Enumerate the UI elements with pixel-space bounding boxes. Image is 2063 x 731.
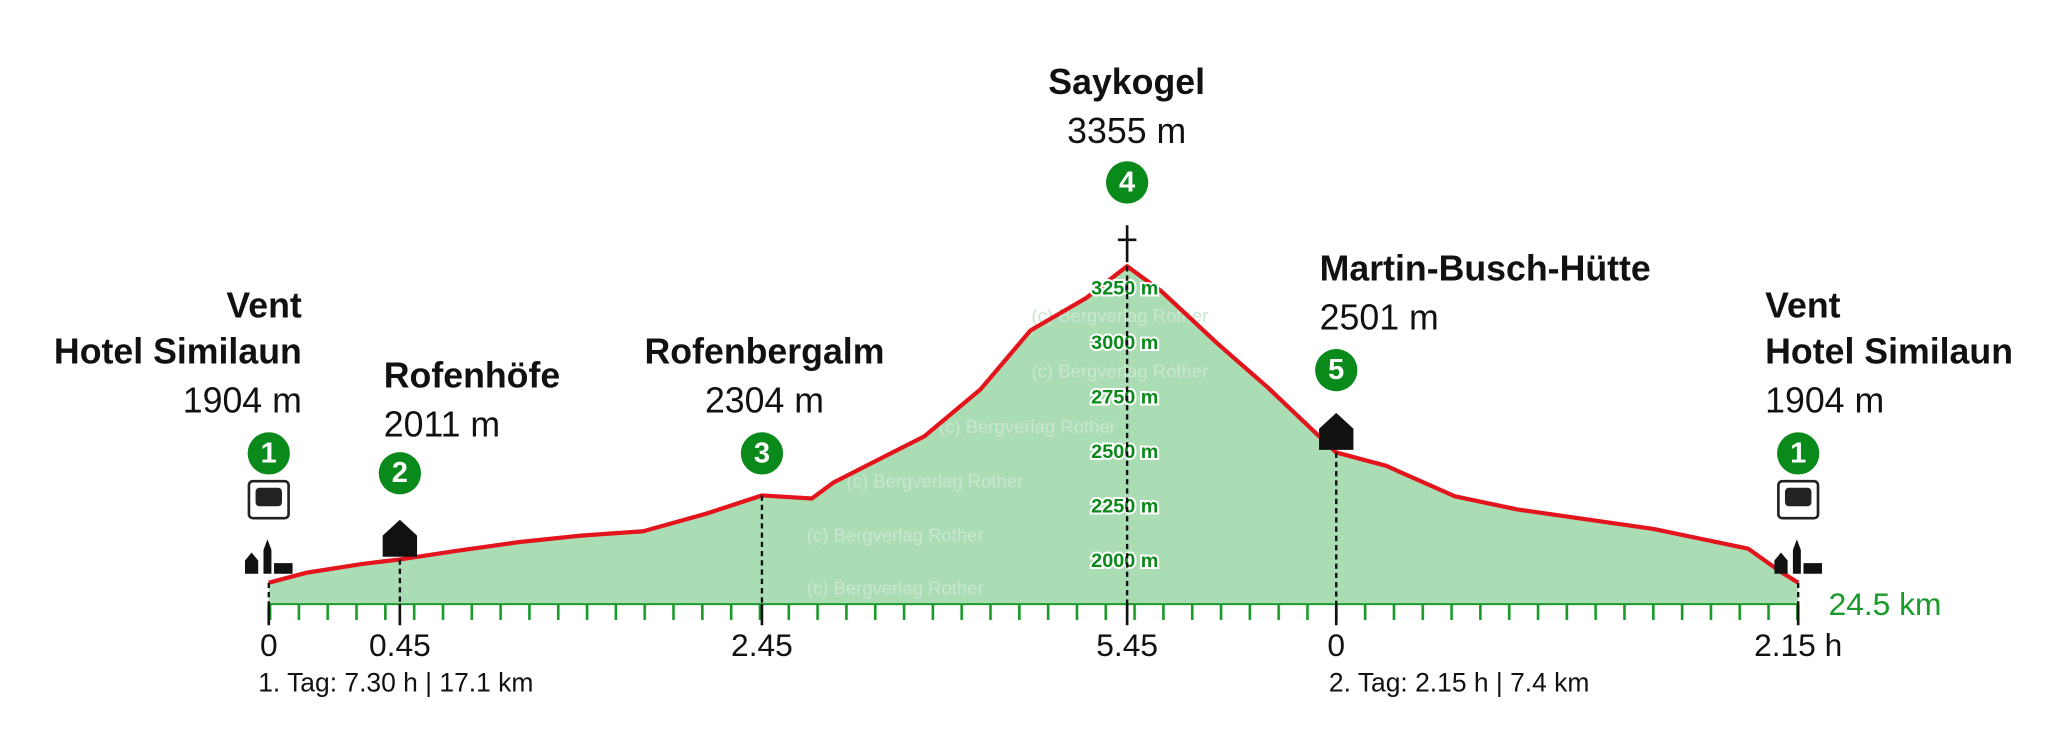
x-tick-label: 5.45 [1096,627,1158,663]
watermark: (c) Bergverlag Rother [846,470,1023,491]
x-tick-label: 0 [260,627,278,663]
waypoint-badge [247,432,290,475]
waypoint-number: 2 [392,457,408,489]
waypoint-number: 4 [1119,166,1136,198]
x-tick-label: 2.45 [731,627,793,663]
hut-icon [1319,412,1354,450]
waypoint-name: Hotel Similaun [54,332,302,372]
minor-ticks [268,604,1799,620]
bus-icon [255,487,282,507]
y-tick-label: 3250 m [1091,277,1158,299]
watermark: (c) Bergverlag Rother [1031,305,1208,326]
waypoint-badge [1777,432,1820,475]
waypoint-badge [1105,161,1149,204]
waypoint-name: Rofenbergalm [645,332,885,372]
waypoint-elevation: 1904 m [1765,381,1884,421]
y-tick-label: 2000 m [1091,550,1158,572]
y-tick-label: 2500 m [1091,441,1158,463]
waypoint-elevation: 3355 m [1067,111,1186,151]
day-label: 2. Tag: 2.15 h | 7.4 km [1329,668,1589,698]
distance-label: 24.5 km [1829,586,1942,622]
waypoint-badge [378,452,422,495]
waypoint-elevation: 2304 m [705,381,824,421]
waypoint-number: 5 [1328,354,1344,386]
watermark: (c) Bergverlag Rother [807,525,984,546]
waypoint-number: 1 [261,437,277,469]
waypoint-name: Saykogel [1048,62,1205,102]
watermark: (c) Bergverlag Rother [807,577,984,598]
waypoint-badge [740,432,784,475]
waypoint-number: 1 [1790,437,1806,469]
waypoint-name: Martin-Busch-Hütte [1320,248,1651,288]
hut-icon [382,519,418,557]
waypoint-elevation: 2501 m [1320,297,1439,337]
profile-line [268,264,1800,585]
village-icon [244,539,293,574]
waypoint-name: Vent [226,285,301,325]
waypoint-name: Rofenhöfe [384,355,560,395]
x-tick-label: 0 [1327,627,1345,663]
day-label: 1. Tag: 7.30 h | 17.1 km [258,668,533,698]
y-tick-label: 2750 m [1091,386,1158,408]
summit-cross [1117,225,1137,263]
waypoint-elevation: 2011 m [384,404,500,444]
waypoint-elevation: 1904 m [183,381,302,421]
watermark: (c) Bergverlag Rother [1031,361,1208,382]
waypoint-name: Vent [1765,285,1840,325]
y-tick-label: 2250 m [1091,496,1158,518]
x-tick-label: 2.15 h [1754,627,1842,663]
watermark: (c) Bergverlag Rother [939,416,1116,437]
area-fill [268,266,1799,605]
waypoint-name: Hotel Similaun [1765,332,2013,372]
waypoint-number: 3 [754,437,770,469]
bus-icon [1784,487,1812,507]
x-tick-label: 0.45 [369,627,431,663]
y-tick-label: 3000 m [1091,332,1158,354]
village-icon [1774,539,1822,574]
waypoint-badge [1315,348,1358,392]
